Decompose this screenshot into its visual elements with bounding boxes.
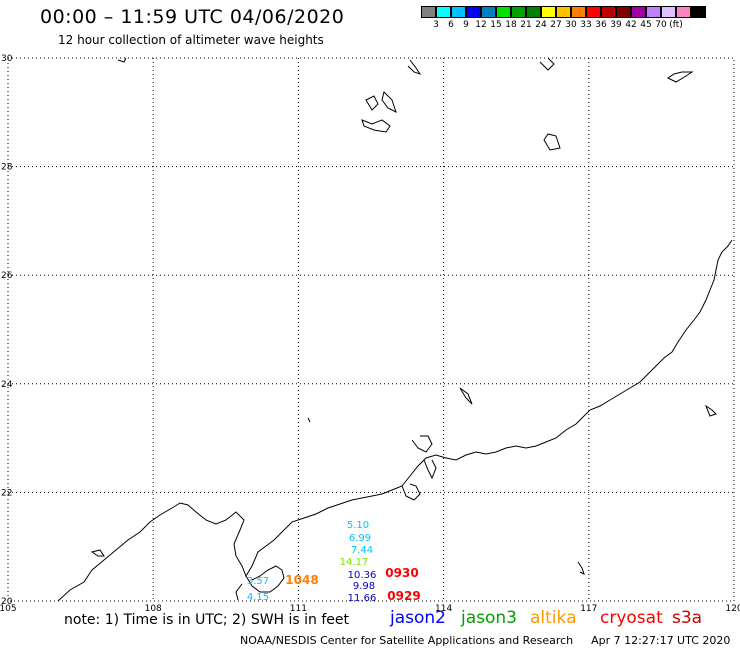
note-text: note: 1) Time is in UTC; 2) SWH is in fe…: [64, 612, 350, 628]
lon-tick-label: 108: [145, 604, 162, 614]
credit-text: NOAA/NESDIS Center for Satellite Applica…: [240, 634, 574, 647]
scale-swatch: [661, 6, 676, 18]
swh-value-label: 0930: [385, 566, 418, 580]
color-swatches: [421, 6, 706, 18]
lat-tick-label: 28: [1, 163, 13, 173]
grid-lines: [8, 58, 734, 601]
scale-swatch: [646, 6, 661, 18]
scale-swatch: [481, 6, 496, 18]
scale-swatch: [436, 6, 451, 18]
scale-label: 15: [490, 20, 502, 30]
swh-value-label: 0929: [387, 589, 420, 603]
scale-label: 27: [550, 20, 562, 30]
swh-value-label: 4.15: [247, 592, 269, 603]
scale-swatch: [691, 6, 706, 18]
swh-value-label: 6.99: [349, 533, 371, 544]
scale-label: 3: [433, 20, 439, 30]
swh-value-label: 10.36: [348, 570, 377, 581]
legend-cryosat: cryosat: [600, 608, 663, 628]
scale-swatch: [601, 6, 616, 18]
color-scale: 3 6 9 12 15 18 21 24 27 30 33 36 39 42 45 70 (ft): [421, 6, 706, 30]
scale-label: 9: [463, 20, 469, 30]
lat-tick-label: 30: [1, 54, 13, 64]
scale-label: 39: [610, 20, 622, 30]
scale-swatch: [496, 6, 511, 18]
lon-tick-label: 114: [435, 604, 452, 614]
swh-value-label: 11.66: [348, 593, 377, 604]
scale-label: 70: [655, 20, 667, 30]
scale-swatch: [676, 6, 691, 18]
page-title: 00:00 – 11:59 UTC 04/06/2020: [40, 6, 345, 28]
lon-tick-label: 120: [725, 604, 740, 614]
scale-label: 18: [505, 20, 517, 30]
scale-label: 24: [535, 20, 547, 30]
scale-label: (ft): [669, 20, 683, 30]
lon-tick-label: 117: [580, 604, 597, 614]
coastline: [57, 57, 733, 602]
scale-swatch: [541, 6, 556, 18]
scale-swatch: [571, 6, 586, 18]
axis-ticks: 105 108 111 114 117 120 30 28 26 24 22 20: [0, 54, 740, 614]
scale-swatch: [466, 6, 481, 18]
page-subtitle: 12 hour collection of altimeter wave hei…: [58, 33, 324, 47]
scale-swatch: [526, 6, 541, 18]
lat-tick-label: 26: [1, 271, 13, 281]
scale-label: 21: [520, 20, 532, 30]
scale-swatch: [586, 6, 601, 18]
scale-swatch: [631, 6, 646, 18]
lat-tick-label: 20: [1, 597, 13, 607]
lat-tick-label: 22: [1, 488, 12, 498]
map-frame: [7, 57, 735, 602]
swh-value-label: 9.98: [353, 581, 375, 592]
color-scale-labels: 3 6 9 12 15 18 21 24 27 30 33 36 39 42 45 70 (ft): [421, 18, 706, 30]
scale-label: 45: [640, 20, 652, 30]
swh-value-label: 3.57: [247, 576, 269, 587]
scale-label: 30: [565, 20, 577, 30]
timestamp: Apr 7 12:27:17 UTC 2020: [591, 634, 731, 647]
scale-swatch: [421, 6, 436, 18]
credit-line: NOAA/NESDIS Center for Satellite Applica…: [240, 634, 730, 647]
swh-value-label: 14.17: [340, 557, 369, 568]
legend-jason3: jason3: [461, 608, 517, 628]
legend-jason2: jason2: [390, 608, 446, 628]
lon-tick-label: 111: [290, 604, 307, 614]
lon-tick-label: 105: [0, 604, 17, 614]
scale-swatch: [451, 6, 466, 18]
legend-s3a: s3a: [672, 608, 703, 628]
scale-label: 12: [475, 20, 487, 30]
legend-altika: altika: [530, 608, 577, 628]
scale-label: 36: [595, 20, 607, 30]
swh-value-label: 5.10: [347, 520, 369, 531]
scale-swatch: [616, 6, 631, 18]
scale-label: 33: [580, 20, 592, 30]
scale-swatch: [556, 6, 571, 18]
lat-tick-label: 24: [1, 380, 13, 390]
swh-value-label: 1048: [285, 573, 318, 587]
scale-label: 6: [448, 20, 454, 30]
swh-value-label: 7.44: [351, 545, 373, 556]
scale-label: 42: [625, 20, 637, 30]
scale-swatch: [511, 6, 526, 18]
